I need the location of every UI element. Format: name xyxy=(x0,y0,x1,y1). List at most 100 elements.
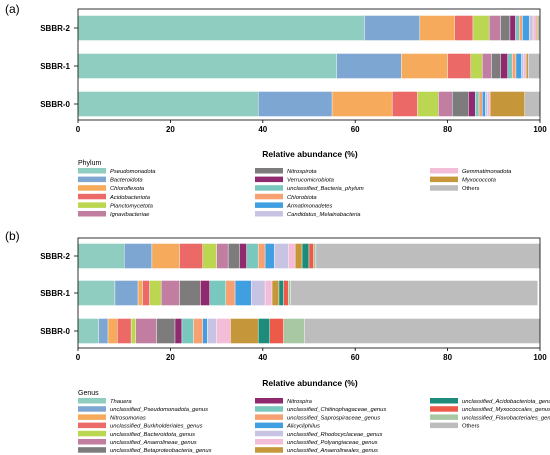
x-tick-label: 100 xyxy=(533,353,547,362)
legend-entry: unclassified_Betaproteobacteria_genus xyxy=(110,448,212,454)
legend-entry: Thauera xyxy=(110,399,132,405)
legend-swatch xyxy=(255,202,283,208)
bar-segment xyxy=(532,15,537,41)
panel-b-x-axis-title: Relative abundance (%) xyxy=(262,378,358,388)
bar-segment xyxy=(524,91,541,117)
legend-entry: unclassified_Flavobacteriales_genus xyxy=(462,415,550,421)
bar-segment xyxy=(401,53,448,79)
legend-swatch xyxy=(78,430,106,437)
legend-swatch xyxy=(78,414,106,420)
legend-swatch xyxy=(78,439,106,445)
bar-segment xyxy=(246,243,259,269)
panel-a-label: (a) xyxy=(5,2,20,16)
legend-swatch xyxy=(255,406,283,412)
bar-segment xyxy=(257,318,270,344)
legend-swatch xyxy=(255,211,283,217)
bar-segment xyxy=(507,53,513,79)
x-tick-label: 20 xyxy=(166,125,175,134)
bar-segment xyxy=(500,53,508,79)
legend-entry: unclassified_Chitinophagaceae_genus xyxy=(287,407,386,413)
panel-a-x-axis: 0 20 40 60 80 100 xyxy=(76,8,547,134)
bar-segment xyxy=(202,243,217,269)
legend-swatch xyxy=(255,447,283,453)
bar-segment xyxy=(274,243,289,269)
legend-swatch xyxy=(255,398,283,404)
bar-segment xyxy=(251,280,266,306)
x-tick-label: 0 xyxy=(76,353,81,362)
panel-a-x-axis-title: Relative abundance (%) xyxy=(262,149,358,159)
bar-segment xyxy=(283,318,305,344)
bar-segment xyxy=(489,91,525,117)
x-tick-label: 100 xyxy=(533,125,547,134)
bar-segment xyxy=(288,280,291,306)
category-label: SBBR-2 xyxy=(40,24,70,33)
bar-segment xyxy=(77,15,365,41)
bar-segment xyxy=(77,91,259,117)
bar-segment xyxy=(117,318,132,344)
legend-swatch xyxy=(78,398,106,404)
bar-segment xyxy=(193,318,203,344)
bar-segment xyxy=(283,280,289,306)
bar-segment xyxy=(438,91,453,117)
legend-entry: Nitrospira xyxy=(287,399,313,405)
bar-segment xyxy=(294,243,303,269)
panel-b-x-axis: 0 20 40 60 80 100 xyxy=(76,237,547,362)
bar-segment xyxy=(475,91,480,117)
legend-entry: Chlorobiota xyxy=(287,195,317,201)
legend-swatch xyxy=(255,168,283,174)
legend-entry: Myxococcota xyxy=(462,178,497,184)
x-tick-label: 80 xyxy=(443,125,452,134)
bar-segment xyxy=(500,15,511,41)
x-tick-label: 40 xyxy=(258,125,267,134)
bar-segment xyxy=(308,243,314,269)
legend-entry: Planctomycetota xyxy=(110,203,154,209)
bar-segment xyxy=(107,318,118,344)
bar-segment xyxy=(521,53,525,79)
legend-entry: unclassified_Saprospiraceae_genus xyxy=(287,415,380,421)
legend-entry: Verrucomicrobiota xyxy=(287,178,335,184)
bar-segment xyxy=(536,15,538,41)
x-tick-label: 0 xyxy=(76,125,81,134)
legend-swatch xyxy=(78,193,106,200)
bar-segment xyxy=(271,280,280,306)
bar-segment xyxy=(200,280,210,306)
legend-entry: Nitrosomonas xyxy=(110,415,146,421)
legend-swatch xyxy=(78,211,106,217)
legend-entry: Others xyxy=(462,424,479,430)
bar-segment xyxy=(142,280,150,306)
legend-swatch xyxy=(255,185,283,191)
bar-segment xyxy=(468,91,476,117)
legend-entry: Nitrospirota xyxy=(287,169,317,175)
bar-segment xyxy=(179,280,201,306)
bar-segment xyxy=(130,318,136,344)
bar-segment xyxy=(269,318,284,344)
legend-swatch xyxy=(255,422,283,429)
bar-segment xyxy=(239,243,247,269)
panel-a-legend-title: Phylum xyxy=(78,160,102,167)
bar-segment xyxy=(257,91,333,117)
bar-segment xyxy=(315,243,541,269)
legend-entry: Acidobacteriota xyxy=(109,195,151,201)
bar-segment xyxy=(488,15,501,41)
bar-segment xyxy=(529,15,534,41)
panel-a-legend: Phylum Pseudomonadota Bacteroidota Chlorof… xyxy=(78,160,512,218)
legend-swatch xyxy=(430,185,458,191)
legend-entry: unclassified_Myxococcales_genus xyxy=(462,407,550,413)
bar-segment xyxy=(257,243,266,269)
bar-segment xyxy=(174,318,183,344)
bar-segment xyxy=(472,15,490,41)
bar-segment xyxy=(336,53,402,79)
bar-segment xyxy=(313,243,317,269)
legend-entry: unclassified_Anaerolineae_genus xyxy=(110,440,197,446)
category-label: SBBR-1 xyxy=(40,289,70,298)
panel-b-label: (b) xyxy=(5,229,20,243)
bar-segment xyxy=(391,91,418,117)
legend-entry: unclassified_Bacteroidota_genus xyxy=(110,432,195,438)
bar-segment xyxy=(290,280,538,306)
legend-entry: unclassified_Burkholderiales_genus xyxy=(110,424,203,430)
category-label: SBBR-2 xyxy=(40,252,70,261)
bar-segment xyxy=(216,243,229,269)
legend-swatch xyxy=(430,406,458,412)
legend-swatch xyxy=(255,414,283,420)
panel-b-legend-title: Genus xyxy=(78,390,99,397)
